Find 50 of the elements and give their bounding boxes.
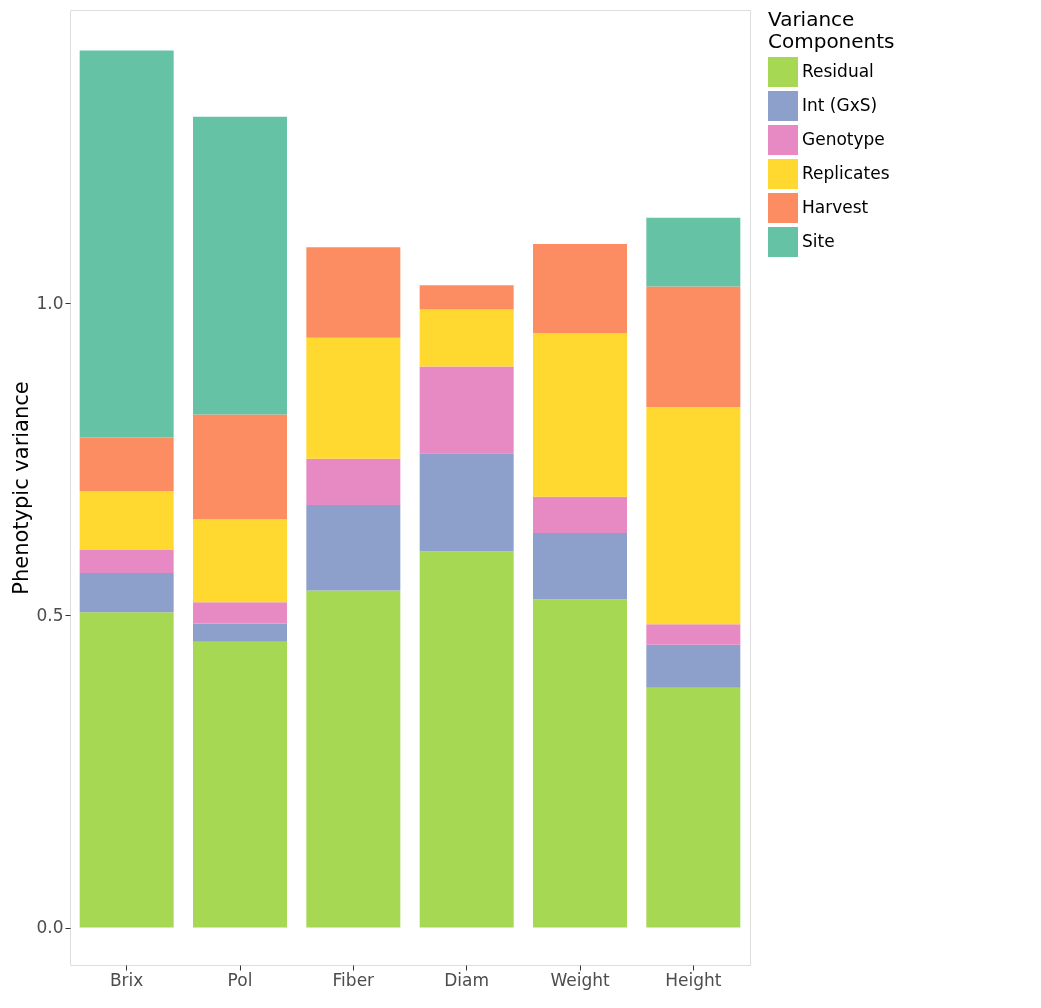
y-tick-label: 0.5 [36,604,64,625]
bar [79,491,174,550]
bar [79,549,174,574]
bar [193,116,287,415]
bar [419,453,514,552]
bar [419,551,514,928]
y-axis-title: Phenotypic variance [9,381,34,595]
bar [193,641,287,928]
bar [533,333,627,497]
legend-label: Site [802,231,835,251]
bar [646,286,741,407]
x-tick-label: Fiber [332,969,375,990]
bar [533,533,627,600]
bar [646,644,741,688]
bar [79,437,174,492]
bar [646,217,741,287]
legend-label: Harvest [802,197,869,217]
bar [646,687,741,928]
bar [306,247,401,338]
bar [193,623,287,642]
legend-label: Int (GxS) [802,95,878,115]
legend-label: Replicates [802,163,890,183]
x-tick-label: Height [665,969,722,990]
legend-title: Variance Components [768,7,895,53]
bar [646,406,741,625]
bar [533,244,627,334]
bar [419,309,514,367]
bar [419,366,514,454]
y-tick-label: 1.0 [36,292,64,313]
x-tick-label: Diam [444,969,490,990]
bar [419,285,514,310]
bar [79,573,174,613]
x-tick-label: Pol [227,969,253,990]
legend-label: Residual [802,61,874,81]
bar [533,496,627,534]
bar [193,519,287,603]
y-tick-label: 0.0 [36,917,64,938]
bar [306,458,401,505]
bar [79,50,174,438]
bar [533,599,627,928]
bar [193,602,287,624]
bar [646,624,741,645]
bar [306,590,401,928]
x-tick-label: Brix [109,969,144,990]
x-tick-label: Weight [550,969,610,990]
bar [306,337,401,459]
bar [306,504,401,591]
legend-label: Genotype [802,129,885,149]
bar [79,612,174,928]
bar [193,414,287,520]
